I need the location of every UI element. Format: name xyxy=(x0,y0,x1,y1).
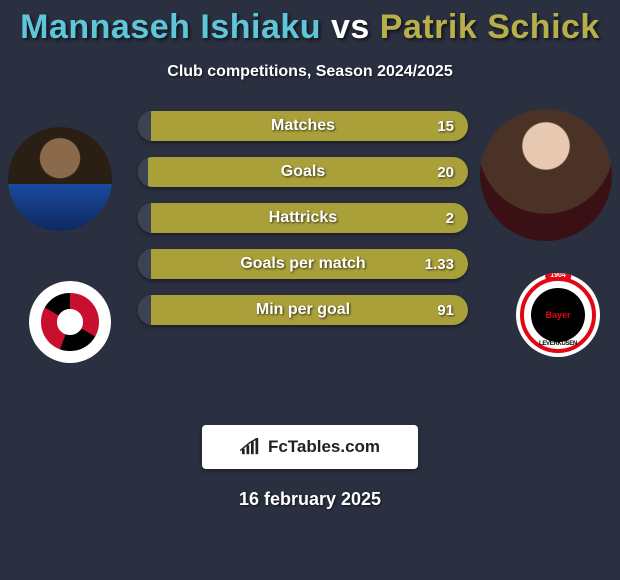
hurricane-icon xyxy=(41,293,98,350)
player-right-avatar xyxy=(480,109,612,241)
stat-bar: Goals20 xyxy=(138,157,468,187)
stat-value: 91 xyxy=(437,295,454,325)
stat-bar: Goals per match1.33 xyxy=(138,249,468,279)
player-right-club-badge: 1904 Bayer LEVERKUSEN xyxy=(516,273,600,357)
stat-value: 2 xyxy=(446,203,454,233)
page-title: Mannaseh Ishiaku vs Patrik Schick xyxy=(0,0,620,47)
stats-bars: Matches15 Goals20 Hattricks2 Goals per matc… xyxy=(138,111,468,341)
stat-label: Min per goal xyxy=(138,295,468,325)
logo-text: FcTables.com xyxy=(268,437,380,457)
player-left-club-badge xyxy=(29,281,111,363)
comparison-date: 16 february 2025 xyxy=(0,489,620,510)
badge-club-text: LEVERKUSEN xyxy=(520,341,596,347)
stat-value: 20 xyxy=(437,157,454,187)
stat-value: 1.33 xyxy=(425,249,454,279)
stat-value: 15 xyxy=(437,111,454,141)
badge-year: 1904 xyxy=(545,273,571,280)
stat-bar: Matches15 xyxy=(138,111,468,141)
comparison-area: 1904 Bayer LEVERKUSEN Matches15 Goals20 Ha… xyxy=(0,109,620,389)
fctables-logo: FcTables.com xyxy=(202,425,418,469)
stat-label: Hattricks xyxy=(138,203,468,233)
stat-bar: Hattricks2 xyxy=(138,203,468,233)
stat-label: Goals per match xyxy=(138,249,468,279)
chart-icon xyxy=(240,438,262,456)
stat-label: Goals xyxy=(138,157,468,187)
subtitle: Club competitions, Season 2024/2025 xyxy=(0,63,620,81)
stat-label: Matches xyxy=(138,111,468,141)
lion-icon: Bayer xyxy=(545,311,570,320)
stat-bar: Min per goal91 xyxy=(138,295,468,325)
player-left-avatar xyxy=(8,127,112,231)
